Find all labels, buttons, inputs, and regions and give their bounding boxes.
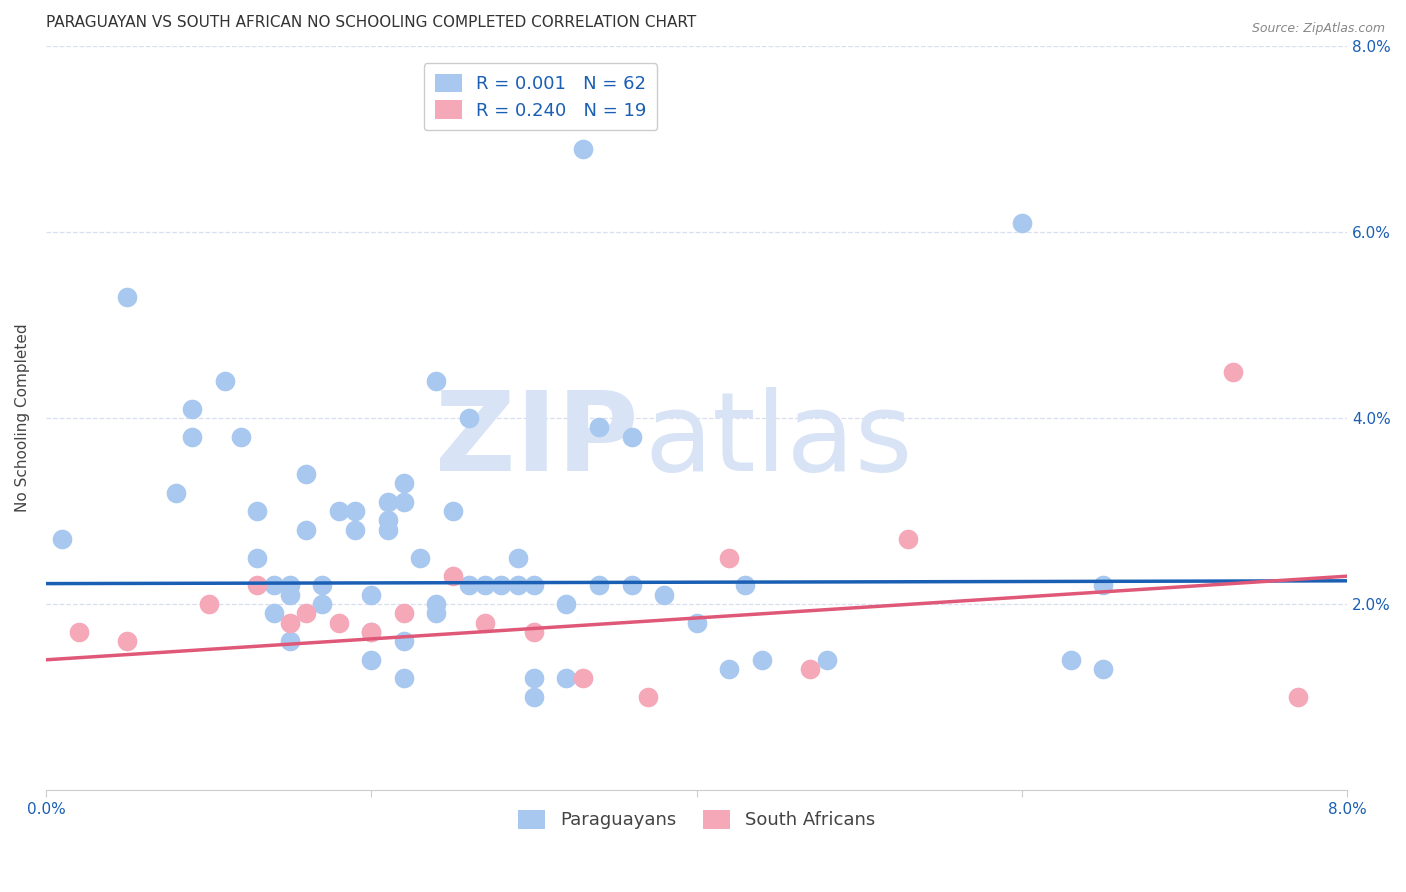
Point bbox=[555, 672, 578, 686]
Point bbox=[1288, 690, 1310, 704]
Point bbox=[441, 569, 464, 583]
Point bbox=[165, 485, 187, 500]
Point bbox=[392, 476, 415, 491]
Point bbox=[246, 550, 269, 565]
Text: atlas: atlas bbox=[644, 387, 912, 494]
Point bbox=[392, 672, 415, 686]
Point bbox=[360, 653, 382, 667]
Point bbox=[231, 430, 253, 444]
Point bbox=[815, 653, 838, 667]
Point bbox=[295, 607, 318, 621]
Point bbox=[652, 588, 675, 602]
Point bbox=[474, 578, 496, 592]
Point bbox=[620, 578, 643, 592]
Point bbox=[425, 607, 447, 621]
Point bbox=[67, 624, 90, 639]
Point bbox=[474, 615, 496, 630]
Point bbox=[392, 495, 415, 509]
Point bbox=[523, 578, 546, 592]
Point bbox=[1222, 365, 1244, 379]
Point bbox=[1060, 653, 1083, 667]
Text: PARAGUAYAN VS SOUTH AFRICAN NO SCHOOLING COMPLETED CORRELATION CHART: PARAGUAYAN VS SOUTH AFRICAN NO SCHOOLING… bbox=[46, 15, 696, 30]
Point bbox=[620, 430, 643, 444]
Point bbox=[360, 588, 382, 602]
Point bbox=[734, 578, 756, 592]
Point bbox=[718, 550, 741, 565]
Point bbox=[263, 578, 285, 592]
Point bbox=[491, 578, 513, 592]
Point bbox=[278, 578, 301, 592]
Point bbox=[441, 504, 464, 518]
Point bbox=[685, 615, 707, 630]
Point bbox=[344, 504, 367, 518]
Point bbox=[51, 532, 73, 546]
Point bbox=[588, 420, 610, 434]
Legend: Paraguayans, South Africans: Paraguayans, South Africans bbox=[510, 803, 882, 837]
Point bbox=[523, 672, 546, 686]
Point bbox=[409, 550, 432, 565]
Point bbox=[1092, 662, 1115, 676]
Point bbox=[311, 578, 333, 592]
Point bbox=[278, 588, 301, 602]
Point bbox=[360, 624, 382, 639]
Point bbox=[263, 607, 285, 621]
Point bbox=[457, 411, 479, 425]
Point bbox=[181, 430, 204, 444]
Text: Source: ZipAtlas.com: Source: ZipAtlas.com bbox=[1251, 22, 1385, 36]
Point bbox=[425, 374, 447, 388]
Y-axis label: No Schooling Completed: No Schooling Completed bbox=[15, 324, 30, 513]
Point bbox=[214, 374, 236, 388]
Point bbox=[392, 634, 415, 648]
Point bbox=[1011, 216, 1033, 230]
Point bbox=[246, 504, 269, 518]
Point bbox=[328, 504, 350, 518]
Point bbox=[278, 634, 301, 648]
Point bbox=[392, 607, 415, 621]
Point bbox=[1092, 578, 1115, 592]
Point bbox=[197, 597, 219, 611]
Point bbox=[295, 523, 318, 537]
Point bbox=[377, 523, 399, 537]
Point bbox=[295, 467, 318, 481]
Point bbox=[117, 290, 139, 304]
Point bbox=[246, 578, 269, 592]
Text: ZIP: ZIP bbox=[434, 387, 638, 494]
Point bbox=[571, 672, 593, 686]
Point bbox=[311, 597, 333, 611]
Point bbox=[360, 624, 382, 639]
Point bbox=[181, 401, 204, 416]
Point bbox=[377, 513, 399, 527]
Point bbox=[751, 653, 773, 667]
Point bbox=[555, 597, 578, 611]
Point bbox=[571, 142, 593, 156]
Point bbox=[588, 578, 610, 592]
Point bbox=[117, 634, 139, 648]
Point bbox=[897, 532, 920, 546]
Point bbox=[523, 690, 546, 704]
Point bbox=[328, 615, 350, 630]
Point bbox=[637, 690, 659, 704]
Point bbox=[344, 523, 367, 537]
Point bbox=[377, 495, 399, 509]
Point bbox=[278, 615, 301, 630]
Point bbox=[718, 662, 741, 676]
Point bbox=[457, 578, 479, 592]
Point bbox=[506, 578, 529, 592]
Point bbox=[523, 624, 546, 639]
Point bbox=[799, 662, 821, 676]
Point bbox=[506, 550, 529, 565]
Point bbox=[425, 597, 447, 611]
